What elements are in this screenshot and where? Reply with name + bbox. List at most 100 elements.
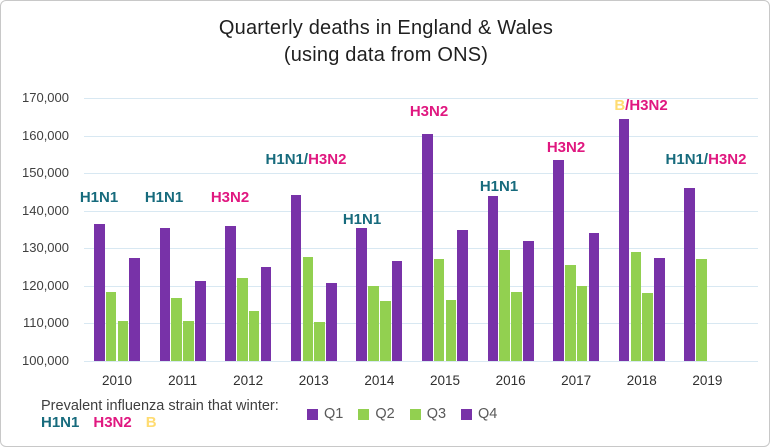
- strain-text: H1N1: [665, 151, 704, 168]
- bar-2014-q2: [368, 286, 379, 361]
- bar-2019-q2: [696, 259, 707, 361]
- y-axis-tick-label: 100,000: [22, 353, 69, 368]
- legend-label: Q1: [324, 406, 344, 422]
- strain-text: H3N2: [210, 189, 250, 206]
- bar-2013-q4: [326, 283, 337, 361]
- bar-2011-q1: [159, 228, 171, 361]
- footnote-caption: Prevalent influenza strain that winter:: [41, 398, 279, 414]
- y-axis-tick-label: 120,000: [22, 277, 69, 293]
- legend-swatch-icon: [409, 408, 421, 420]
- legend-swatch-icon: [307, 408, 318, 420]
- strain-key-h1n1: H1N1: [41, 414, 80, 431]
- bar-2012-q2: [237, 277, 248, 361]
- legend-item-q4: Q4: [461, 406, 497, 422]
- bar-2013-q2: [302, 256, 314, 361]
- y-axis-tick-label: 110,000: [22, 315, 69, 331]
- x-axis-year-label: 2013: [298, 373, 329, 388]
- bar-2018-q2: [630, 252, 642, 361]
- strain-annotation-2017: H3N2: [496, 140, 636, 155]
- bar-2016-q2: [499, 249, 510, 361]
- x-axis-year-label: 2012: [233, 373, 264, 388]
- strain-key-b: B: [145, 414, 157, 431]
- legend-item-q1: Q1: [307, 406, 343, 422]
- x-axis-year-label: 2016: [495, 373, 526, 388]
- bar-2016-q3: [511, 292, 522, 361]
- bar-2017-q1: [553, 159, 564, 361]
- bar-2013-q1: [290, 194, 302, 361]
- legend-label: Q3: [426, 406, 447, 422]
- bar-2012-q1: [225, 226, 236, 361]
- bar-2016-q1: [487, 195, 499, 361]
- legend-swatch-icon: [358, 408, 370, 420]
- strain-key-h3n2: H3N2: [93, 414, 132, 431]
- gridline-170000: [84, 98, 758, 99]
- bar-2017-q2: [565, 264, 576, 361]
- legend-label: Q4: [478, 406, 498, 422]
- bar-2010-q3: [117, 320, 129, 361]
- bar-2015-q3: [445, 300, 457, 361]
- bar-2013-q3: [314, 321, 325, 361]
- chart-title: Quarterly deaths in England & Wales (usi…: [1, 15, 769, 69]
- chart-legend: Q1 Q2 Q3 Q4: [307, 406, 497, 422]
- x-axis-year-label: 2010: [101, 373, 133, 388]
- strain-annotation-2015: H3N2: [359, 104, 499, 119]
- bar-2012-q3: [248, 311, 260, 361]
- bar-2017-q4: [588, 232, 600, 361]
- strain-text: H3N2: [629, 97, 668, 114]
- gridline-160000: [84, 135, 758, 137]
- strain-annotation-2010: H1N1: [29, 190, 169, 205]
- y-axis-tick-label: 140,000: [22, 202, 69, 218]
- strain-annotation-2011: H1N1: [94, 190, 234, 205]
- strain-text: H3N2: [546, 139, 586, 156]
- gridline-120000: [84, 285, 758, 287]
- x-axis-year-label: 2017: [561, 373, 592, 388]
- y-axis-tick-label: 150,000: [22, 165, 69, 181]
- bar-2017-q3: [576, 286, 588, 361]
- strain-text: H1N1: [144, 189, 184, 206]
- chart-title-line1: Quarterly deaths in England & Wales: [218, 17, 554, 39]
- strain-text: H1N1: [479, 178, 519, 195]
- strain-annotation-2016: H1N1: [429, 179, 569, 194]
- legend-swatch-icon: [461, 408, 473, 420]
- strain-text: /: [703, 151, 709, 168]
- x-axis-year-label: 2011: [168, 373, 198, 388]
- bar-2011-q4: [195, 280, 206, 361]
- bar-2010-q2: [105, 292, 117, 361]
- gridline-100000: [84, 361, 758, 362]
- strain-text: H3N2: [409, 103, 449, 120]
- bar-2015-q4: [457, 229, 468, 361]
- bar-2014-q4: [391, 261, 403, 361]
- strain-text: /: [303, 151, 309, 168]
- strain-annotation-2012: H3N2: [160, 190, 300, 205]
- bar-2010-q4: [129, 258, 140, 361]
- chart-title-line2: (using data from ONS): [283, 44, 489, 66]
- strain-annotation-2013: H1N1/H3N2: [236, 152, 376, 167]
- gridline-130000: [84, 248, 758, 250]
- gridline-110000: [84, 323, 758, 325]
- strain-text: H1N1: [79, 189, 119, 206]
- bar-2018-q4: [654, 258, 665, 361]
- x-axis-year-label: 2019: [692, 373, 723, 388]
- legend-item-q3: Q3: [409, 406, 447, 422]
- strain-color-key: H1N1 H3N2 B: [41, 414, 171, 431]
- strain-text: B: [614, 97, 626, 114]
- bar-2015-q1: [422, 134, 433, 361]
- y-axis-tick-label: 160,000: [22, 127, 69, 143]
- y-axis-tick-label: 130,000: [22, 240, 69, 256]
- x-axis-year-label: 2014: [364, 373, 395, 388]
- legend-label: Q2: [375, 406, 395, 422]
- bar-2019-q1: [684, 188, 695, 361]
- strain-annotation-2019: H1N1/H3N2: [636, 151, 769, 168]
- gridline-140000: [84, 210, 758, 212]
- strain-annotation-2018: B/H3N2: [571, 98, 711, 113]
- bar-2011-q3: [183, 320, 194, 361]
- strain-text: H3N2: [708, 151, 747, 168]
- legend-item-q2: Q2: [358, 406, 395, 422]
- bar-2011-q2: [171, 297, 182, 361]
- strain-text: /: [625, 97, 630, 114]
- strain-text: H3N2: [308, 151, 347, 168]
- strain-text: H1N1: [342, 211, 382, 228]
- bar-2015-q2: [433, 259, 445, 361]
- strain-annotation-2014: H1N1: [292, 212, 432, 227]
